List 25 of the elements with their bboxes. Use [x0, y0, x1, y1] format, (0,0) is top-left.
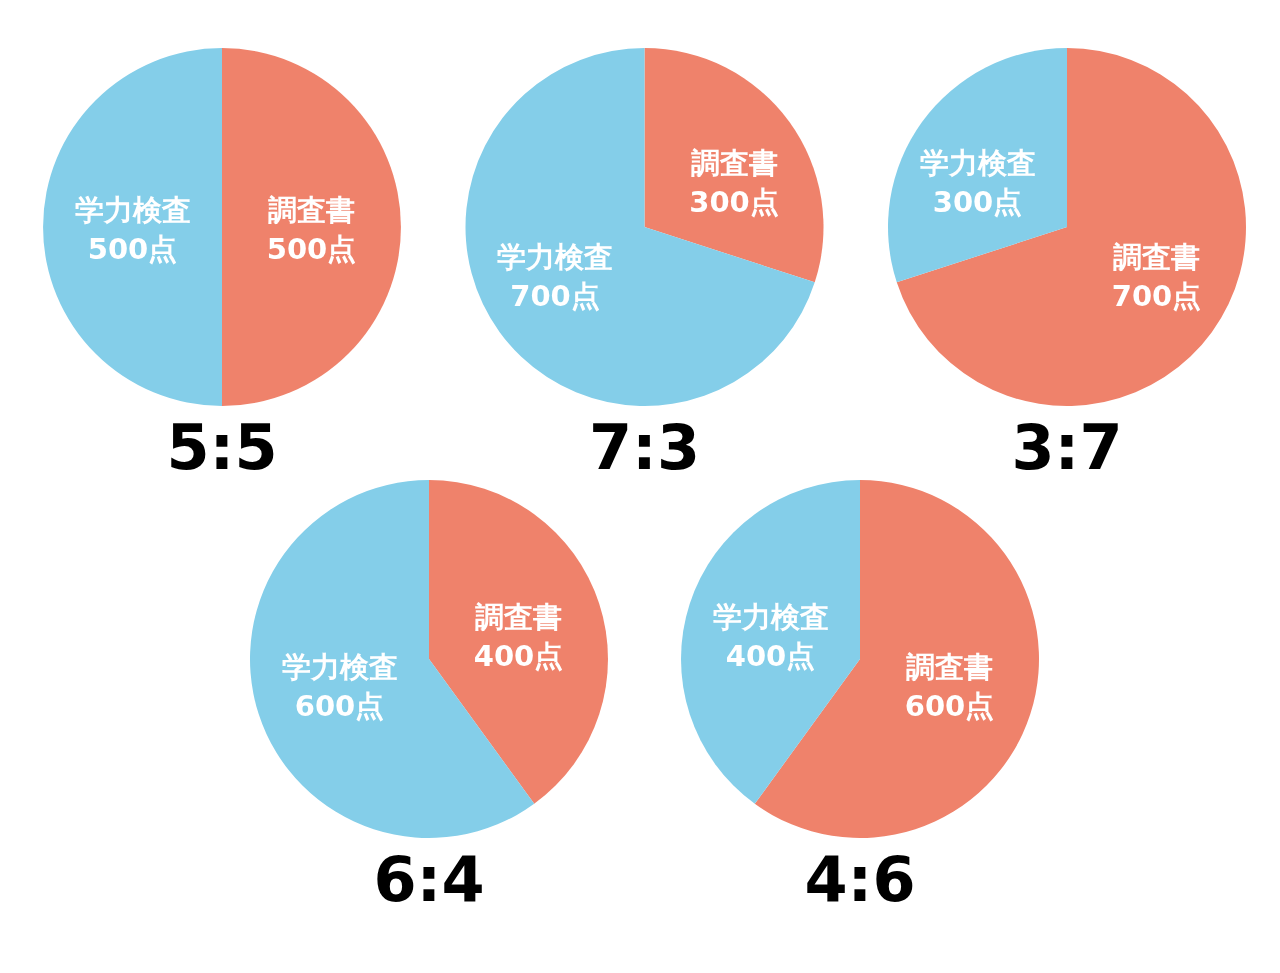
data-label: 400点 [725, 639, 816, 674]
data-label: 400点 [473, 639, 564, 674]
slice-label: 学力検査 [281, 649, 398, 684]
slice-label: 調査書 [268, 193, 355, 227]
slice-label: 学力検査 [497, 240, 613, 275]
slice-label: 学力検査 [74, 193, 191, 227]
slice-label: 調査書 [690, 145, 778, 180]
text: 3:7 [1011, 411, 1123, 484]
slice-label: 調査書 [906, 649, 993, 684]
text: 4:6 [804, 843, 916, 916]
data-label: 300点 [689, 184, 779, 219]
slice-label: 調査書 [475, 600, 562, 635]
slice-label: 調査書 [1113, 240, 1200, 275]
data-label: 500点 [87, 232, 178, 266]
text: 6:4 [373, 843, 485, 916]
slice-label: 学力検査 [712, 600, 829, 635]
slice-label: 学力検査 [919, 145, 1036, 180]
text: 7:3 [588, 411, 701, 484]
data-label: 600点 [904, 688, 995, 723]
data-label: 600点 [294, 688, 385, 723]
data-label: 700点 [1111, 279, 1202, 314]
text: 5:5 [166, 411, 278, 484]
data-label: 700点 [510, 279, 600, 314]
data-label: 500点 [266, 232, 357, 266]
data-label: 300点 [932, 184, 1023, 219]
